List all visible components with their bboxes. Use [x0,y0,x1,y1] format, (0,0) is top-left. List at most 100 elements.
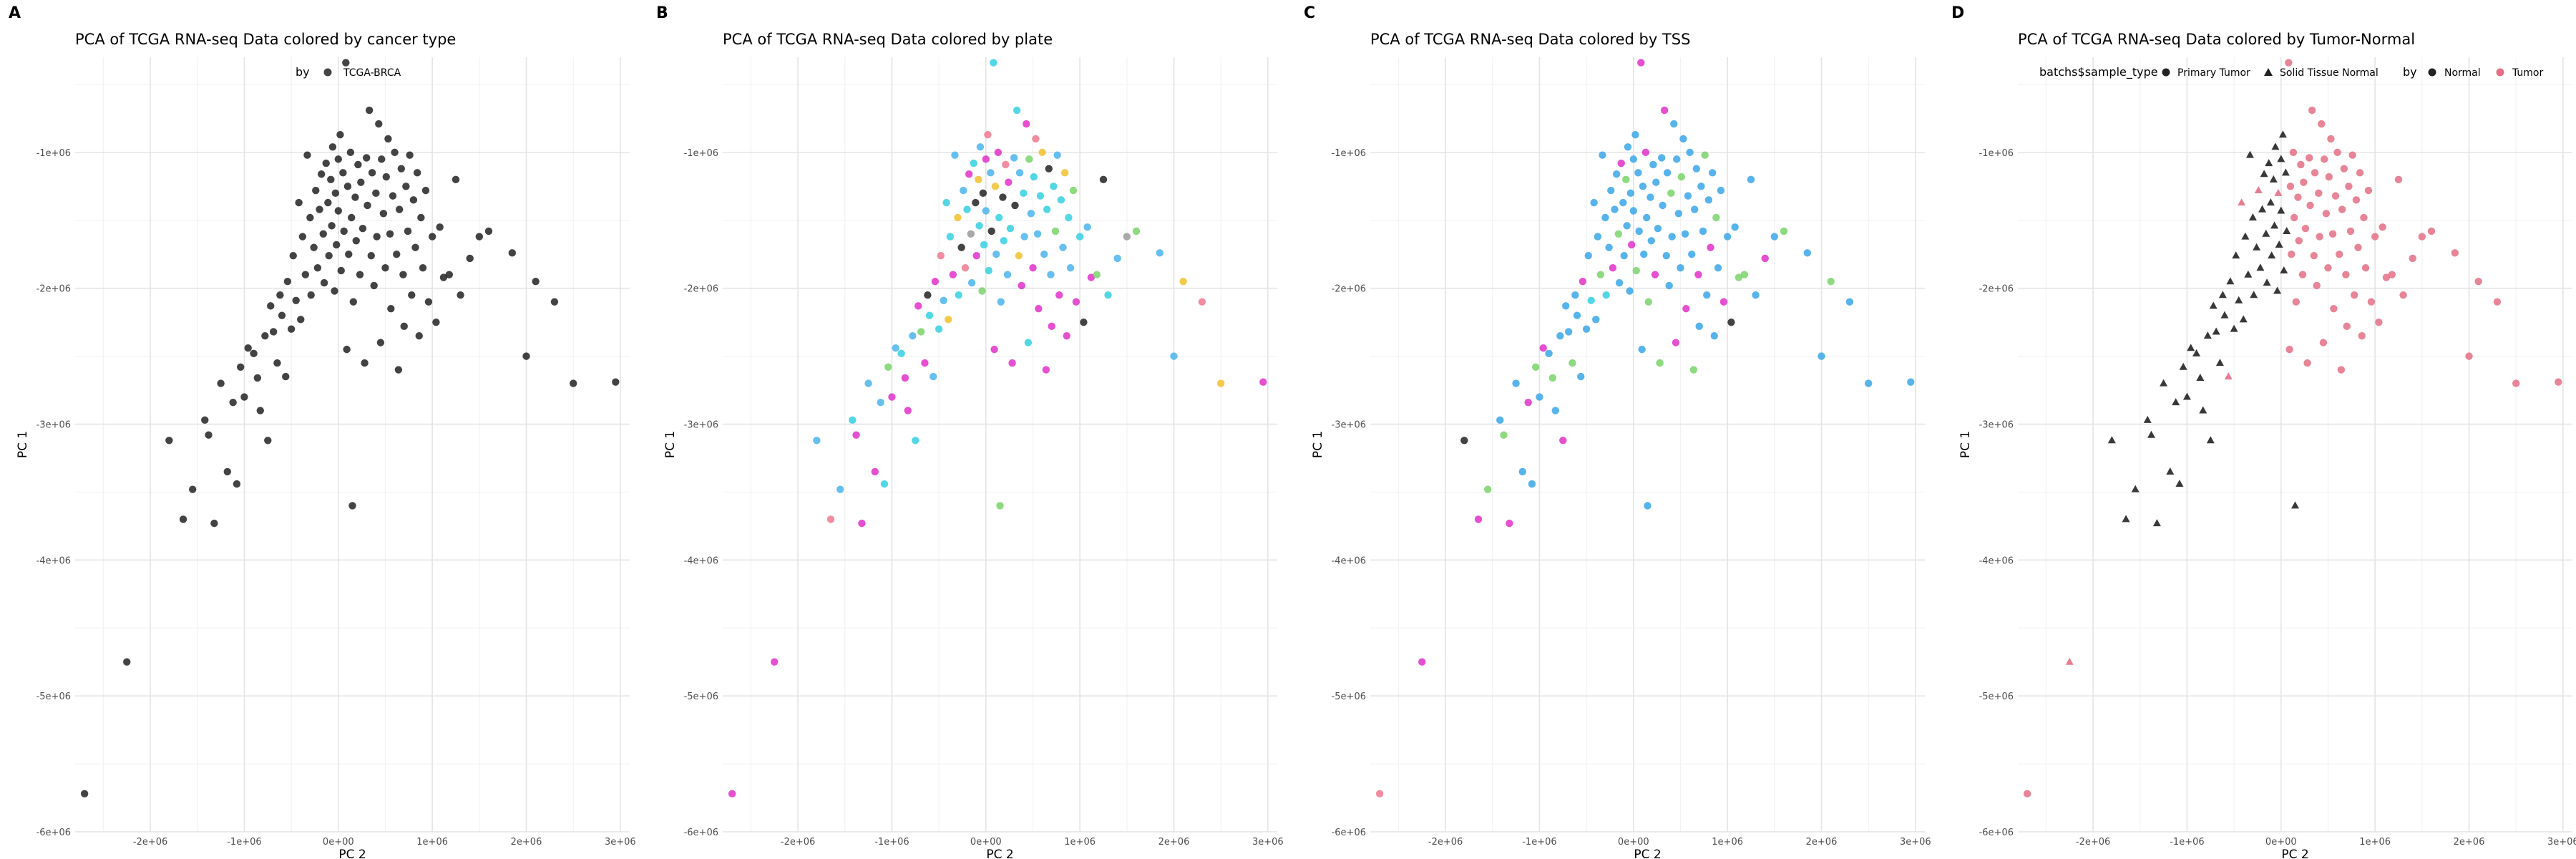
data-point [313,264,322,272]
x-tick-label: -1e+06 [874,837,909,848]
data-point [1015,169,1024,177]
data-point [940,296,947,304]
data-point [1063,331,1070,340]
data-point [2277,206,2285,214]
data-point [1087,273,1096,281]
panel-letter: A [9,4,21,22]
data-point [2215,359,2224,367]
data-point [1568,359,1576,367]
data-point [409,196,418,204]
data-point [1564,328,1573,336]
data-point [1099,175,1108,184]
data-point [345,251,353,258]
y-axis-title: PC 1 [1958,431,1973,458]
data-point [415,331,423,340]
x-tick-label: -1e+06 [227,837,261,848]
data-point [244,344,252,352]
data-point [925,311,934,319]
data-point [1559,437,1567,445]
data-point [411,243,419,251]
data-point [2147,430,2156,438]
data-point [1010,154,1018,162]
y-tick-label: -1e+06 [1979,148,2014,159]
data-point [836,485,844,493]
data-point [297,316,305,324]
legend-key-tumor [2496,68,2504,77]
data-point [1179,278,1187,286]
data-point [1531,363,1540,371]
data-point [1907,378,1915,386]
data-point [1500,431,1508,439]
data-point [1562,302,1570,310]
data-point [1460,437,1468,445]
data-point [2342,271,2350,278]
data-point [1259,378,1267,386]
data-point [319,230,327,238]
data-point [1104,291,1112,299]
data-point [2346,227,2355,236]
y-tick-label: -2e+06 [1979,284,2014,295]
grid-lines [75,57,630,833]
data-point [1670,120,1678,128]
data-point [612,378,620,386]
data-point [1761,254,1769,263]
legend-label: TCGA-BRCA [343,67,401,79]
data-point [1528,480,1536,488]
data-point [278,311,286,319]
data-point [904,407,912,414]
data-points [80,59,620,798]
data-point [395,205,404,213]
data-point [327,175,335,184]
data-point [484,227,493,236]
data-point [332,241,341,249]
data-point [2218,291,2227,299]
data-point [289,251,297,260]
data-point [1639,183,1647,190]
data-point [370,281,378,290]
data-point [389,192,397,200]
legend-title: by [296,65,310,79]
data-point [349,298,358,306]
data-point [1123,233,1131,241]
data-point [1677,264,1684,272]
data-point [980,241,988,249]
legend-label: Tumor [2512,67,2544,79]
data-point [522,352,530,360]
data-point [1587,296,1595,304]
data-point [400,322,408,331]
data-point [877,398,884,407]
data-point [2244,270,2253,278]
data-point [1662,251,1670,260]
data-point [2250,291,2258,299]
data-point [317,170,326,178]
data-point [871,467,879,476]
y-tick-label: -6e+06 [1979,828,2014,838]
data-point [357,178,365,186]
data-point [1712,213,1720,222]
data-point [2358,331,2366,340]
data-point [432,318,440,326]
data-point [1627,241,1636,249]
data-point [942,198,950,207]
data-point [2364,186,2373,195]
data-point [2235,296,2243,304]
data-point [402,183,410,190]
data-point [2245,150,2254,158]
data-point [2172,398,2180,406]
data-point [1641,148,1650,157]
data-point [2303,359,2311,367]
data-point [2292,298,2301,306]
y-tick-label: -6e+06 [684,828,718,838]
data-point [337,266,345,275]
x-axis-title: PC 2 [338,848,366,859]
data-point [2203,331,2212,339]
data-point [334,207,342,215]
data-point [1642,213,1651,222]
x-axis-title: PC 2 [986,848,1013,859]
data-point [352,237,360,245]
data-point [2343,322,2351,331]
x-tick-label: -2e+06 [1428,837,1463,848]
data-point [223,467,231,476]
data-point [439,273,448,281]
data-point [1708,169,1717,177]
